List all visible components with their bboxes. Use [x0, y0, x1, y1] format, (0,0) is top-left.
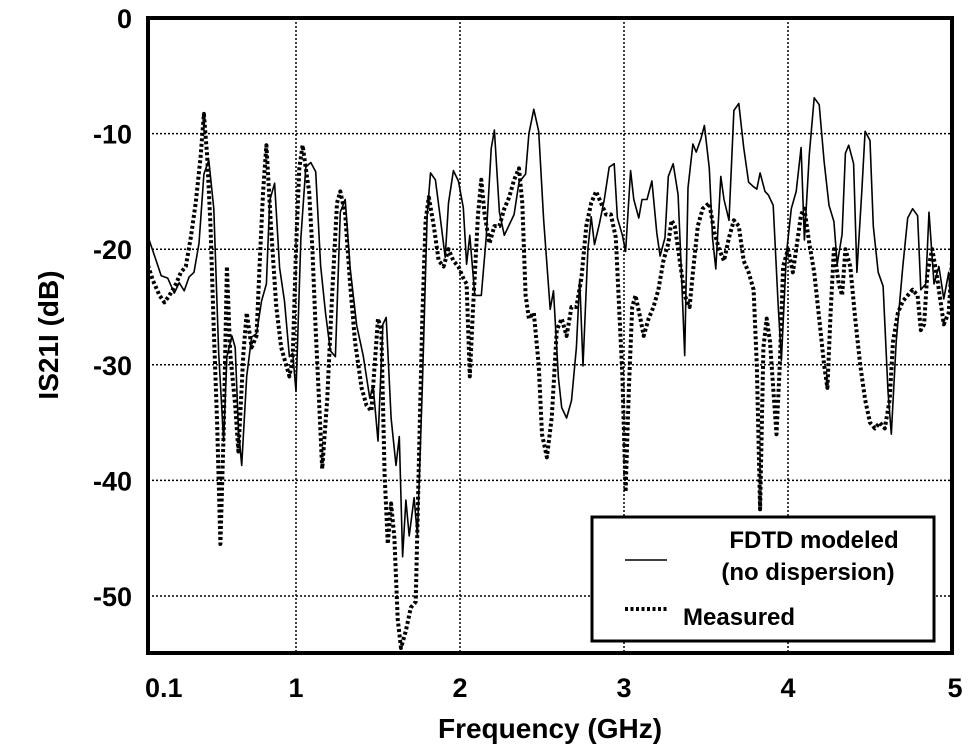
legend-label-fdtd-line1: FDTD modeled [729, 527, 898, 554]
legend: FDTD modeled (no dispersion) Measured [590, 515, 936, 643]
x-tick-label: 1 [288, 673, 303, 703]
x-tick-label: 0.1 [145, 673, 183, 703]
x-tick-label: 2 [452, 673, 467, 703]
data-traces [148, 97, 952, 650]
y-tick-label: 0 [117, 4, 132, 34]
x-axis-title: Frequency (GHz) [438, 713, 662, 744]
legend-box [590, 515, 936, 643]
x-axis-ticks: 0.1 1 2 3 4 5 [145, 673, 963, 703]
x-tick-label: 5 [947, 673, 962, 703]
measured-trace [148, 111, 952, 650]
y-axis-title: IS21I (dB) [33, 270, 64, 399]
x-tick-label: 4 [780, 673, 795, 703]
legend-label-measured: Measured [683, 604, 795, 631]
y-tick-label: -40 [93, 466, 132, 496]
x-tick-label: 3 [616, 673, 631, 703]
plot-frame [146, 16, 954, 655]
legend-label-fdtd-line2: (no dispersion) [721, 559, 894, 586]
y-tick-label: -20 [93, 235, 132, 265]
y-tick-label: -30 [93, 351, 132, 381]
y-tick-label: -50 [93, 582, 132, 612]
y-tick-label: -10 [93, 120, 132, 150]
y-axis-ticks: 0 -10 -20 -30 -40 -50 [93, 4, 132, 612]
